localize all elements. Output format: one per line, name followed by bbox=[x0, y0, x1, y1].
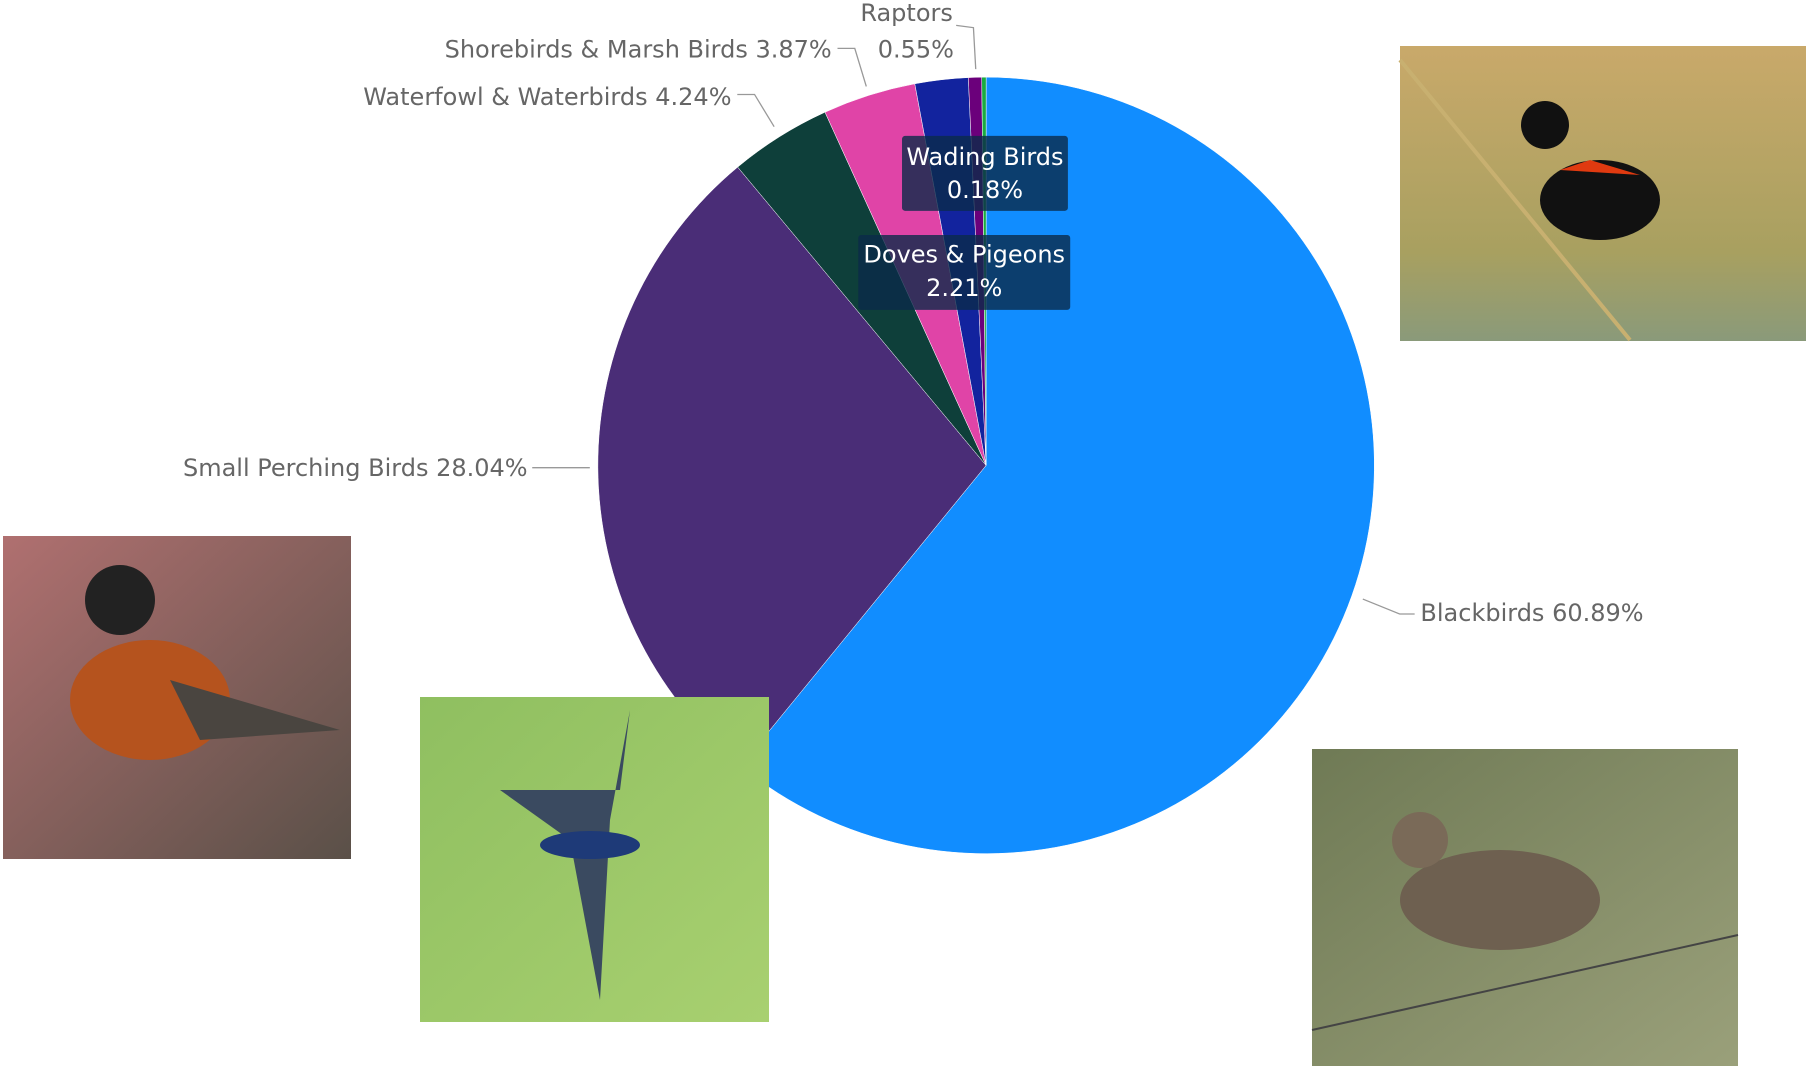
category-label: Blackbirds bbox=[1420, 599, 1544, 627]
photo-swallow bbox=[420, 697, 769, 1022]
value-label: 28.04% bbox=[436, 454, 528, 482]
value-label: 2.21% bbox=[926, 274, 1002, 302]
label-box bbox=[902, 135, 1068, 211]
value-label: 3.87% bbox=[755, 36, 831, 64]
data-label: Small Perching Birds 28.04% bbox=[183, 454, 528, 482]
data-label: Waterfowl & Waterbirds 4.24% bbox=[363, 83, 731, 111]
leader-line bbox=[1362, 598, 1415, 615]
pie-slice bbox=[740, 76, 1375, 854]
inside-label: Wading Birds 0.18% bbox=[902, 135, 1068, 211]
category-label: Wading Birds bbox=[906, 143, 1063, 171]
value-label: 0.55% bbox=[878, 36, 954, 64]
photo-redwing bbox=[1398, 46, 1806, 342]
leader-line bbox=[956, 24, 977, 70]
data-label: Blackbirds 60.89% bbox=[1420, 599, 1643, 627]
value-label: 0.18% bbox=[947, 176, 1023, 204]
value-label: 60.89% bbox=[1552, 599, 1644, 627]
inside-label: Doves & Pigeons 2.21% bbox=[858, 235, 1071, 310]
leader-line bbox=[737, 93, 775, 128]
value-label: 4.24% bbox=[655, 83, 731, 111]
data-label: Shorebirds & Marsh Birds 3.87% bbox=[445, 36, 832, 64]
labels: Blackbirds 60.89% Small Perching Birds 28… bbox=[183, 0, 1644, 627]
label-box bbox=[858, 235, 1071, 310]
category-label: Shorebirds & Marsh Birds bbox=[445, 36, 748, 64]
category-label: Doves & Pigeons bbox=[863, 241, 1065, 269]
category-label: Small Perching Birds bbox=[183, 454, 428, 482]
photo-robin bbox=[3, 536, 351, 859]
category-label: Waterfowl & Waterbirds bbox=[363, 83, 647, 111]
photo-starling bbox=[1311, 749, 1739, 1066]
leader-line bbox=[837, 47, 867, 87]
category-label: Raptors bbox=[860, 0, 953, 27]
